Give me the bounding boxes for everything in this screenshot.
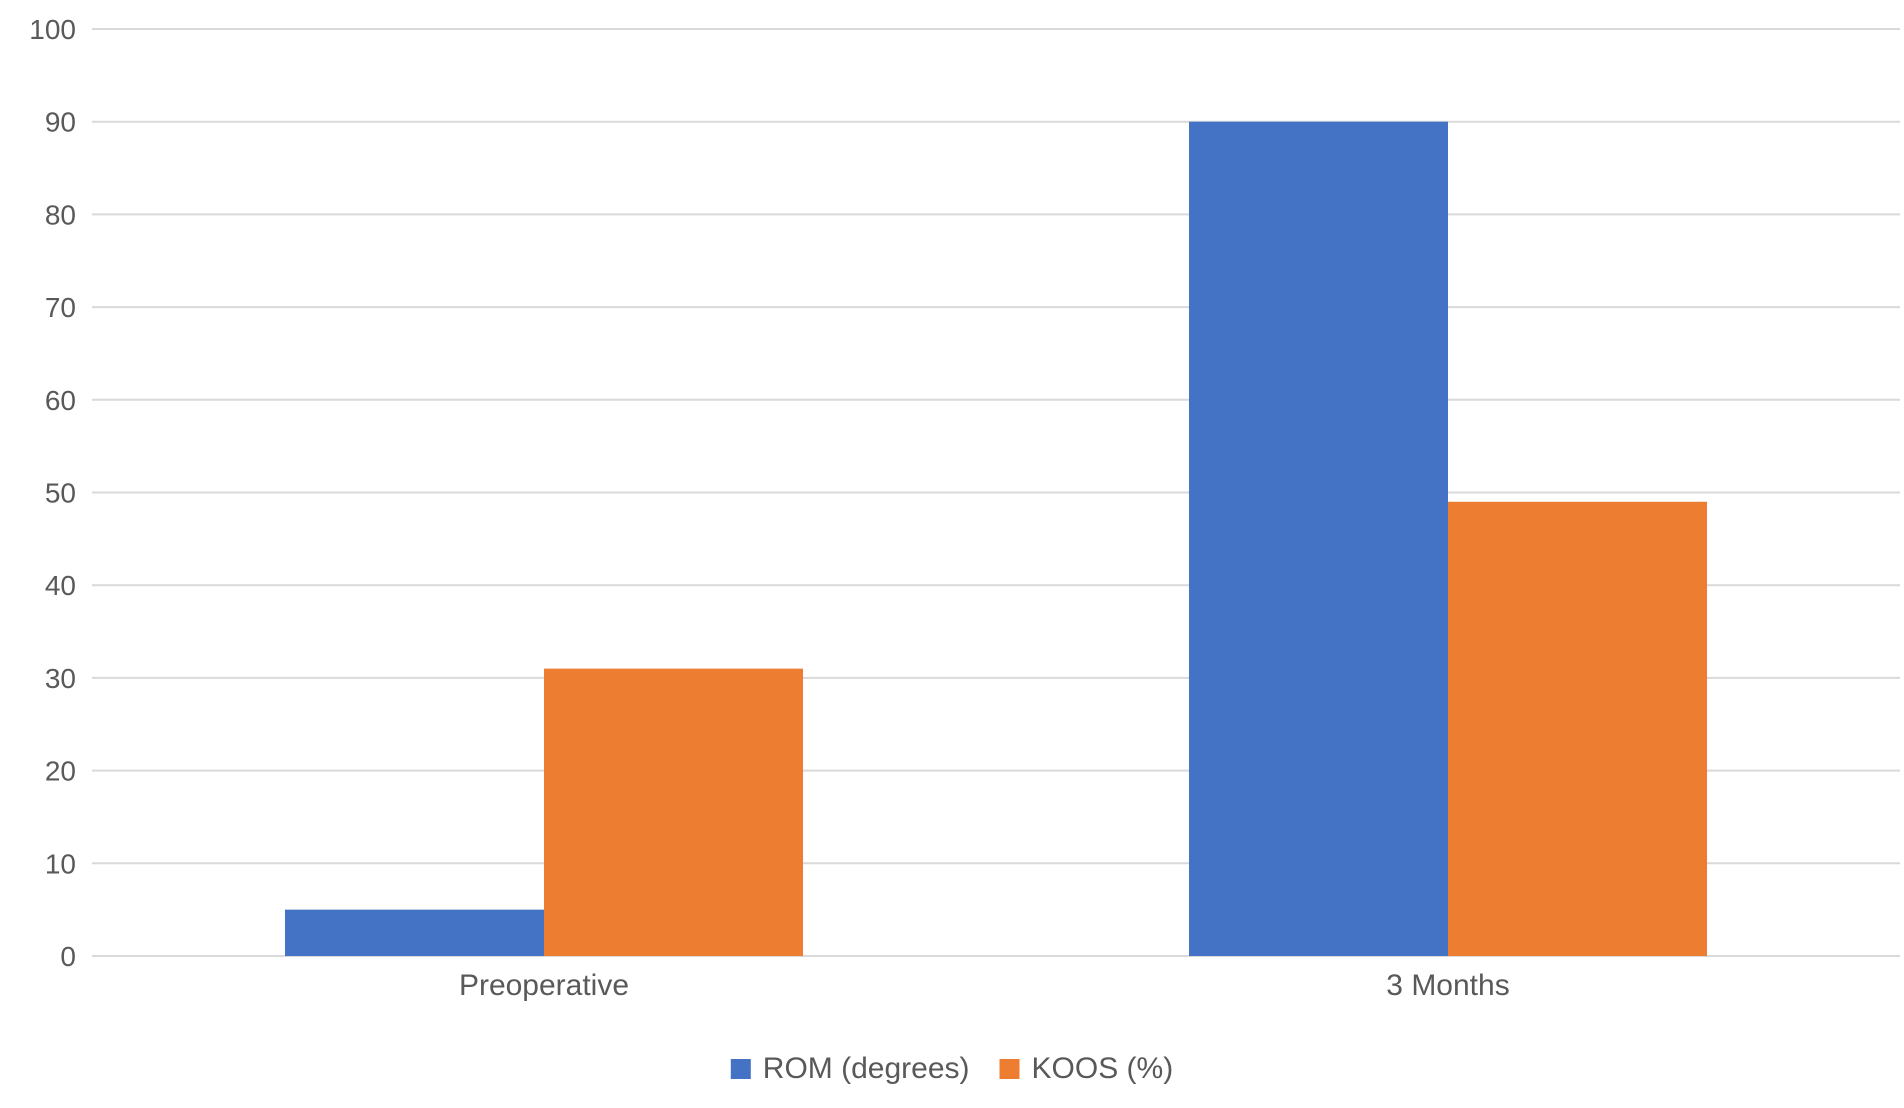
- y-tick-label: 60: [45, 385, 76, 416]
- y-tick-label: 100: [29, 14, 76, 45]
- legend-label: ROM (degrees): [763, 1052, 970, 1085]
- legend-item: KOOS (%): [999, 1052, 1174, 1085]
- bar-rom-preoperative: [285, 909, 544, 956]
- bar-rom-3-months: [1189, 121, 1448, 956]
- legend-item: ROM (degrees): [730, 1052, 970, 1085]
- y-tick-label: 30: [45, 663, 76, 694]
- y-axis-tick-labels: 0 10 20 30 40 50 60 70 80 90 100: [29, 14, 76, 972]
- x-category-label: Preoperative: [459, 969, 629, 1002]
- y-tick-label: 40: [45, 570, 76, 601]
- y-tick-label: 90: [45, 107, 76, 138]
- y-tick-label: 70: [45, 292, 76, 323]
- bar-koos-3-months: [1448, 501, 1707, 956]
- y-tick-label: 10: [45, 848, 76, 879]
- y-tick-label: 0: [60, 941, 76, 972]
- legend: ROM (degrees) KOOS (%): [730, 1052, 1174, 1085]
- y-tick-label: 80: [45, 199, 76, 230]
- y-tick-label: 50: [45, 478, 76, 509]
- y-tick-label: 20: [45, 756, 76, 787]
- legend-label: KOOS (%): [1032, 1052, 1174, 1085]
- x-category-label: 3 Months: [1386, 969, 1509, 1002]
- bar-koos-preoperative: [544, 668, 803, 956]
- x-axis-category-labels: Preoperative 3 Months: [459, 969, 1510, 1002]
- legend-swatch: [730, 1059, 751, 1079]
- bars: [285, 121, 1707, 956]
- legend-swatch: [999, 1059, 1020, 1079]
- gridlines: [92, 28, 1900, 957]
